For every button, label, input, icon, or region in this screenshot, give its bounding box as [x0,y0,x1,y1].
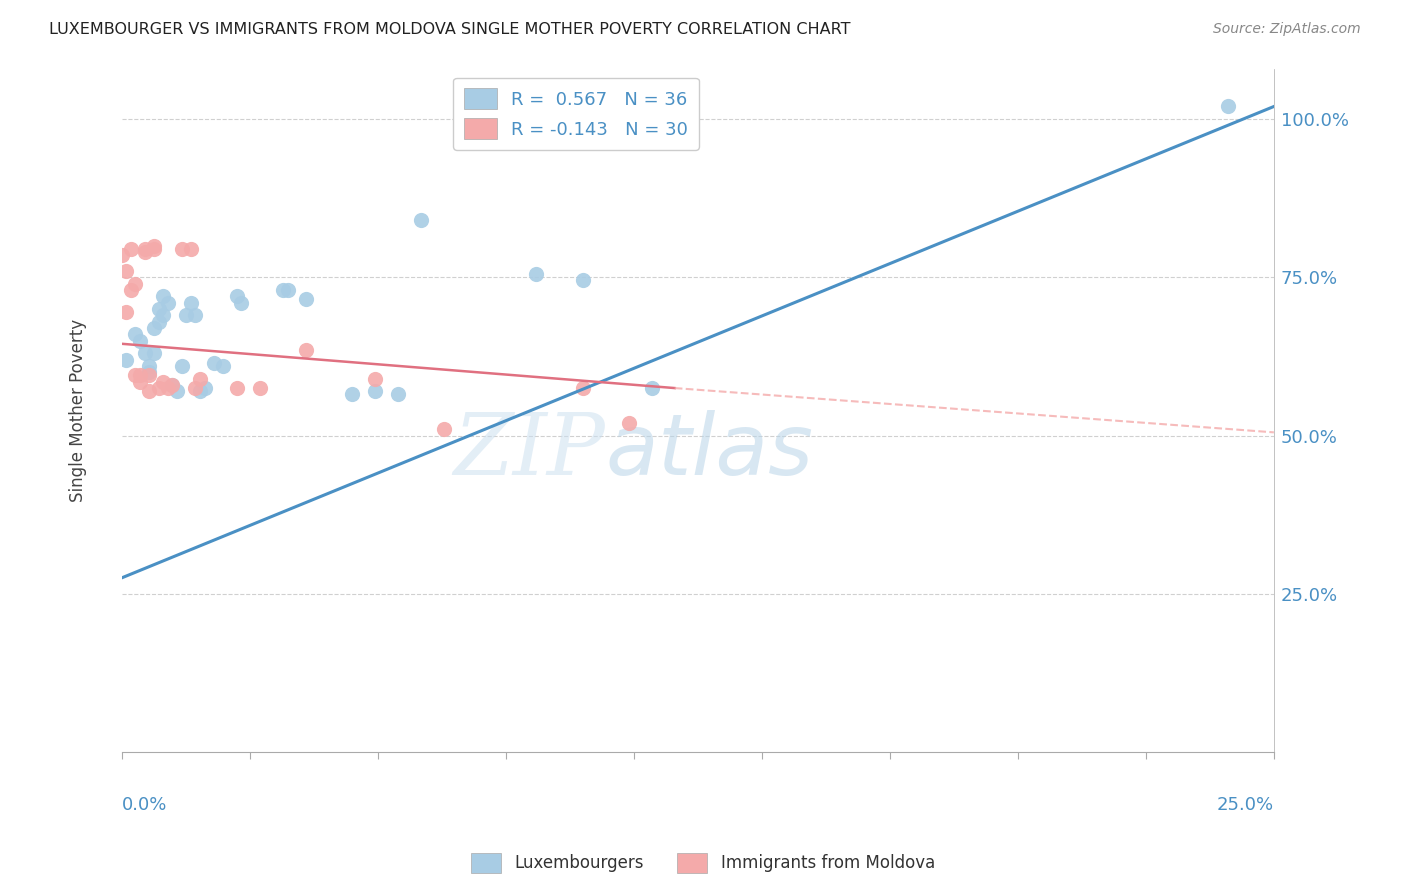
Point [170,242,193,256]
Point [162,378,184,392]
Point [617,416,640,430]
Text: ZIP: ZIP [454,410,606,492]
Point [134,242,156,256]
Point [364,384,387,399]
Text: LUXEMBOURGER VS IMMIGRANTS FROM MOLDOVA SINGLE MOTHER POVERTY CORRELATION CHART: LUXEMBOURGER VS IMMIGRANTS FROM MOLDOVA … [49,22,851,37]
Point [129,368,152,383]
Point [156,381,179,395]
Point [115,305,138,319]
Text: Source: ZipAtlas.com: Source: ZipAtlas.com [1213,22,1361,37]
Point [115,352,138,367]
Point [152,289,174,303]
Point [640,381,662,395]
Point [184,381,207,395]
Point [231,295,253,310]
Point [115,264,138,278]
Point [277,283,299,297]
Point [138,365,160,379]
Text: atlas: atlas [606,409,814,492]
Text: 0.0%: 0.0% [122,797,167,814]
Text: 25.0%: 25.0% [1216,797,1274,814]
Point [202,356,225,370]
Point [166,384,188,399]
Text: Single Mother Poverty: Single Mother Poverty [69,318,87,502]
Point [295,293,318,307]
Point [1216,99,1239,113]
Point [111,248,134,262]
Point [180,242,202,256]
Point [142,238,165,252]
Point [188,371,211,385]
Point [364,371,387,385]
Point [180,295,202,310]
Point [138,368,160,383]
Point [148,381,170,395]
Point [271,283,294,297]
Point [212,359,235,373]
Point [571,273,593,287]
Point [142,321,165,335]
Point [162,378,184,392]
Point [225,289,247,303]
Point [120,242,142,256]
Point [129,375,152,389]
Point [249,381,271,395]
Point [225,381,247,395]
Point [184,308,207,322]
Point [152,308,174,322]
Point [148,315,170,329]
Legend: R =  0.567   N = 36, R = -0.143   N = 30: R = 0.567 N = 36, R = -0.143 N = 30 [453,78,699,150]
Point [129,334,152,348]
Point [120,283,142,297]
Point [124,327,146,342]
Point [526,267,548,281]
Point [148,301,170,316]
Point [194,381,217,395]
Point [142,346,165,360]
Point [138,359,160,373]
Legend: Luxembourgers, Immigrants from Moldova: Luxembourgers, Immigrants from Moldova [464,847,942,880]
Point [188,384,211,399]
Point [152,375,174,389]
Point [571,381,593,395]
Point [433,422,456,436]
Point [170,359,193,373]
Point [156,295,179,310]
Point [134,346,156,360]
Point [124,368,146,383]
Point [138,384,160,399]
Point [340,387,363,401]
Point [134,245,156,260]
Point [411,213,433,227]
Point [295,343,318,357]
Point [124,277,146,291]
Point [387,387,409,401]
Point [142,242,165,256]
Point [174,308,197,322]
